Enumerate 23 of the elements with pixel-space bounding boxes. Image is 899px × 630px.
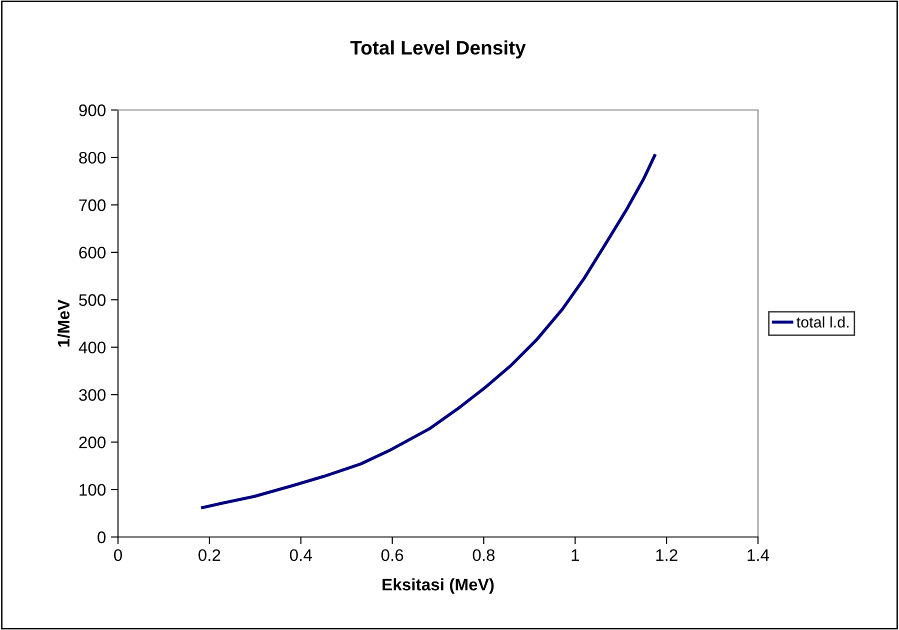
y-tick-label: 200	[79, 436, 106, 448]
x-tick-label: 0.4	[290, 549, 312, 562]
y-tick-label: 900	[79, 104, 106, 116]
x-tick-label: 0.2	[198, 549, 220, 562]
y-tick-label: 700	[79, 199, 106, 212]
x-tick-label: 0	[114, 549, 122, 562]
y-tick-label: 800	[79, 152, 106, 164]
line-series	[201, 154, 656, 510]
x-tick-label: 1	[572, 549, 579, 561]
y-tick-label: 0	[98, 531, 106, 544]
y-tick-label: 400	[78, 342, 106, 354]
y-tick-label: 100	[80, 484, 106, 496]
chart-title: Total Level Density	[350, 40, 526, 58]
x-tick-label: 1.2	[656, 549, 678, 561]
y-tick-label: 500	[79, 294, 106, 306]
legend-label: total l.d.	[796, 316, 848, 328]
y-axis-title: 1/MeV	[57, 300, 70, 347]
x-axis-title: Eksitasi (MeV)	[382, 578, 494, 594]
y-tick-label: 600	[79, 246, 106, 259]
y-tick-label: 300	[79, 389, 106, 401]
x-tick-label: 1.4	[748, 549, 770, 561]
x-tick-label: 0.8	[472, 549, 495, 562]
x-tick-label: 0.6	[381, 549, 404, 562]
